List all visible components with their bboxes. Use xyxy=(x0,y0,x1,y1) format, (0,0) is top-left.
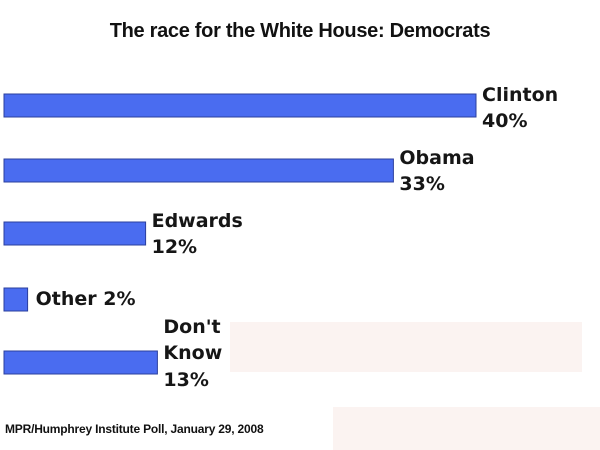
value-label-don-t-know: 13% xyxy=(163,369,208,391)
background-panel xyxy=(230,322,582,372)
bar-edwards xyxy=(3,221,147,246)
category-label-edwards: Edwards xyxy=(152,210,243,232)
category-label-don-t-know: Don't xyxy=(163,316,220,338)
category-label-clinton: Clinton xyxy=(482,84,558,106)
category-label-don-t-know: Know xyxy=(163,342,222,364)
bar-other xyxy=(3,287,29,312)
chart-title: The race for the White House: Democrats xyxy=(109,20,491,42)
value-label-obama: 33% xyxy=(399,173,444,195)
bar-clinton xyxy=(3,93,477,118)
value-label-edwards: 12% xyxy=(152,236,197,258)
bar-don-t-know xyxy=(3,350,158,375)
category-label-obama: Obama xyxy=(399,147,474,169)
background-panel xyxy=(333,407,600,450)
value-label-clinton: 40% xyxy=(482,110,527,132)
chart-source: MPR/Humphrey Institute Poll, January 29,… xyxy=(5,422,264,436)
category-value-label-other: Other 2% xyxy=(36,288,136,310)
bar-obama xyxy=(3,158,394,183)
